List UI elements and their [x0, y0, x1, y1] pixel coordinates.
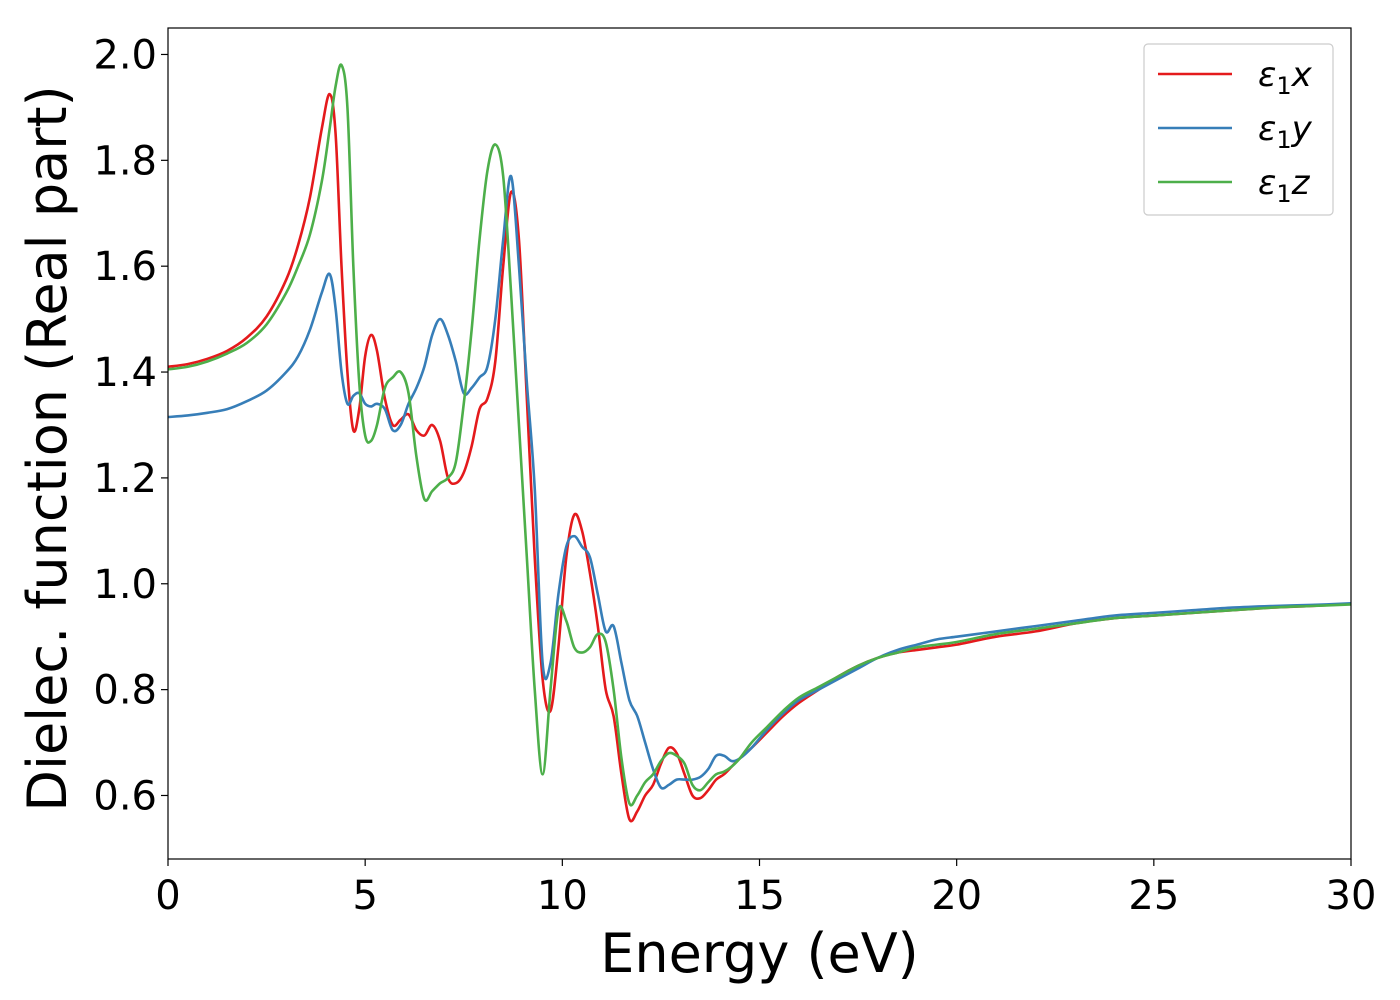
- y-axis-label: Dielec. function (Real part): [16, 85, 79, 811]
- series-layer: [168, 63, 1351, 823]
- y-tick-label: 0.6: [93, 773, 157, 819]
- series-line-z: [168, 63, 1351, 807]
- y-axis-ticks: 0.6 0.8 1.0 1.2 1.4 1.6 1.8 2.0: [93, 32, 168, 819]
- legend-label-x: ε1x: [1258, 55, 1313, 100]
- x-tick-label: 15: [734, 873, 785, 919]
- legend-box: [1143, 43, 1334, 216]
- x-tick-label: 10: [537, 873, 588, 919]
- x-tick-label: 0: [155, 873, 180, 919]
- y-tick-label: 1.4: [93, 350, 157, 396]
- x-axis-label: Energy (eV): [600, 922, 919, 985]
- x-tick-label: 25: [1128, 873, 1179, 919]
- y-tick-label: 1.2: [93, 456, 157, 502]
- legend-label-z: ε1z: [1258, 163, 1311, 208]
- legend: ε1x ε1y ε1z: [1143, 43, 1334, 216]
- x-tick-label: 5: [352, 873, 377, 919]
- y-tick-label: 1.6: [93, 244, 157, 290]
- legend-label-y: ε1y: [1258, 109, 1313, 154]
- y-tick-label: 1.8: [93, 138, 157, 184]
- x-tick-label: 20: [931, 873, 982, 919]
- x-tick-label: 30: [1326, 873, 1377, 919]
- y-tick-label: 1.0: [93, 562, 157, 608]
- legend-items: ε1x ε1y ε1z: [1158, 55, 1313, 208]
- y-tick-label: 0.8: [93, 668, 157, 714]
- x-axis-ticks: 0 5 10 15 20 25 30: [155, 859, 1376, 919]
- y-tick-label: 2.0: [93, 32, 157, 78]
